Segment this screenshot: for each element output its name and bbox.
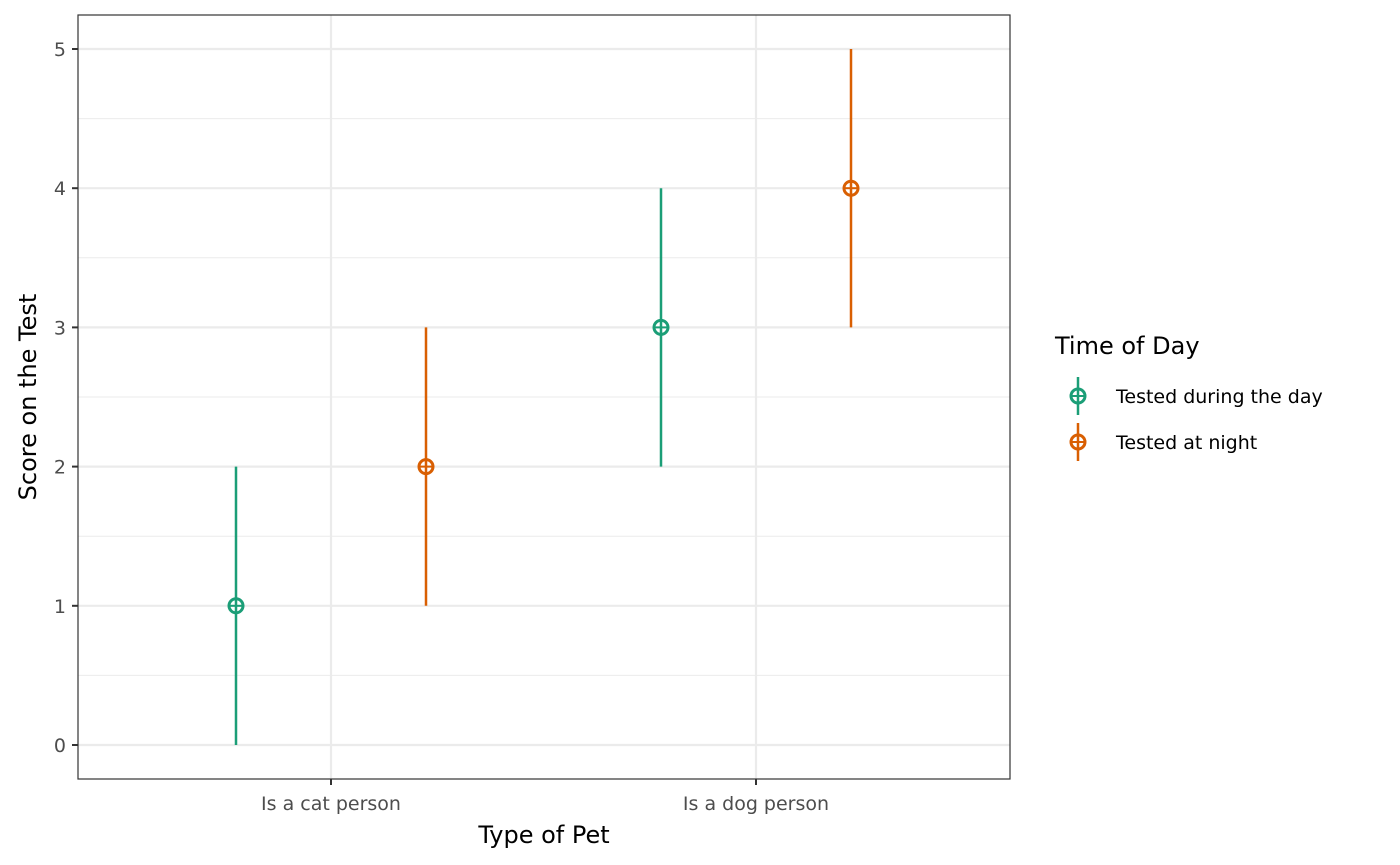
- point-marker: [417, 458, 435, 476]
- minor-gridlines: [78, 118, 1010, 676]
- x-tick-label: Is a dog person: [683, 793, 829, 815]
- point-marker: [227, 597, 245, 615]
- y-tick-label: 5: [54, 39, 66, 61]
- legend-label: Tested during the day: [1115, 386, 1323, 408]
- y-axis-title: Score on the Test: [14, 294, 42, 501]
- legend: Time of Day Tested during the dayTested …: [1054, 332, 1323, 461]
- y-tick-label: 0: [54, 735, 66, 757]
- x-axis: Is a cat person Is a dog person: [261, 779, 829, 815]
- y-tick-label: 1: [54, 596, 66, 618]
- legend-title: Time of Day: [1054, 332, 1200, 360]
- point-marker: [1069, 433, 1087, 451]
- y-tick-label: 3: [54, 317, 66, 339]
- y-axis: 0 1 2 3 4 5: [54, 39, 78, 757]
- legend-items: Tested during the day Tested at night: [1069, 377, 1323, 461]
- point-marker: [1069, 387, 1087, 405]
- x-axis-title: Type of Pet: [477, 821, 609, 849]
- panel-border: [77, 14, 1011, 780]
- y-tick-label: 4: [54, 178, 66, 200]
- x-tick-label: Is a cat person: [261, 793, 401, 815]
- point-marker: [652, 318, 670, 336]
- legend-item: Tested at night: [1069, 423, 1257, 461]
- legend-item: Tested during the day: [1069, 377, 1323, 415]
- legend-label: Tested at night: [1115, 432, 1257, 454]
- y-tick-label: 2: [54, 457, 66, 479]
- plot-marks: [227, 49, 860, 745]
- point-marker: [842, 179, 860, 197]
